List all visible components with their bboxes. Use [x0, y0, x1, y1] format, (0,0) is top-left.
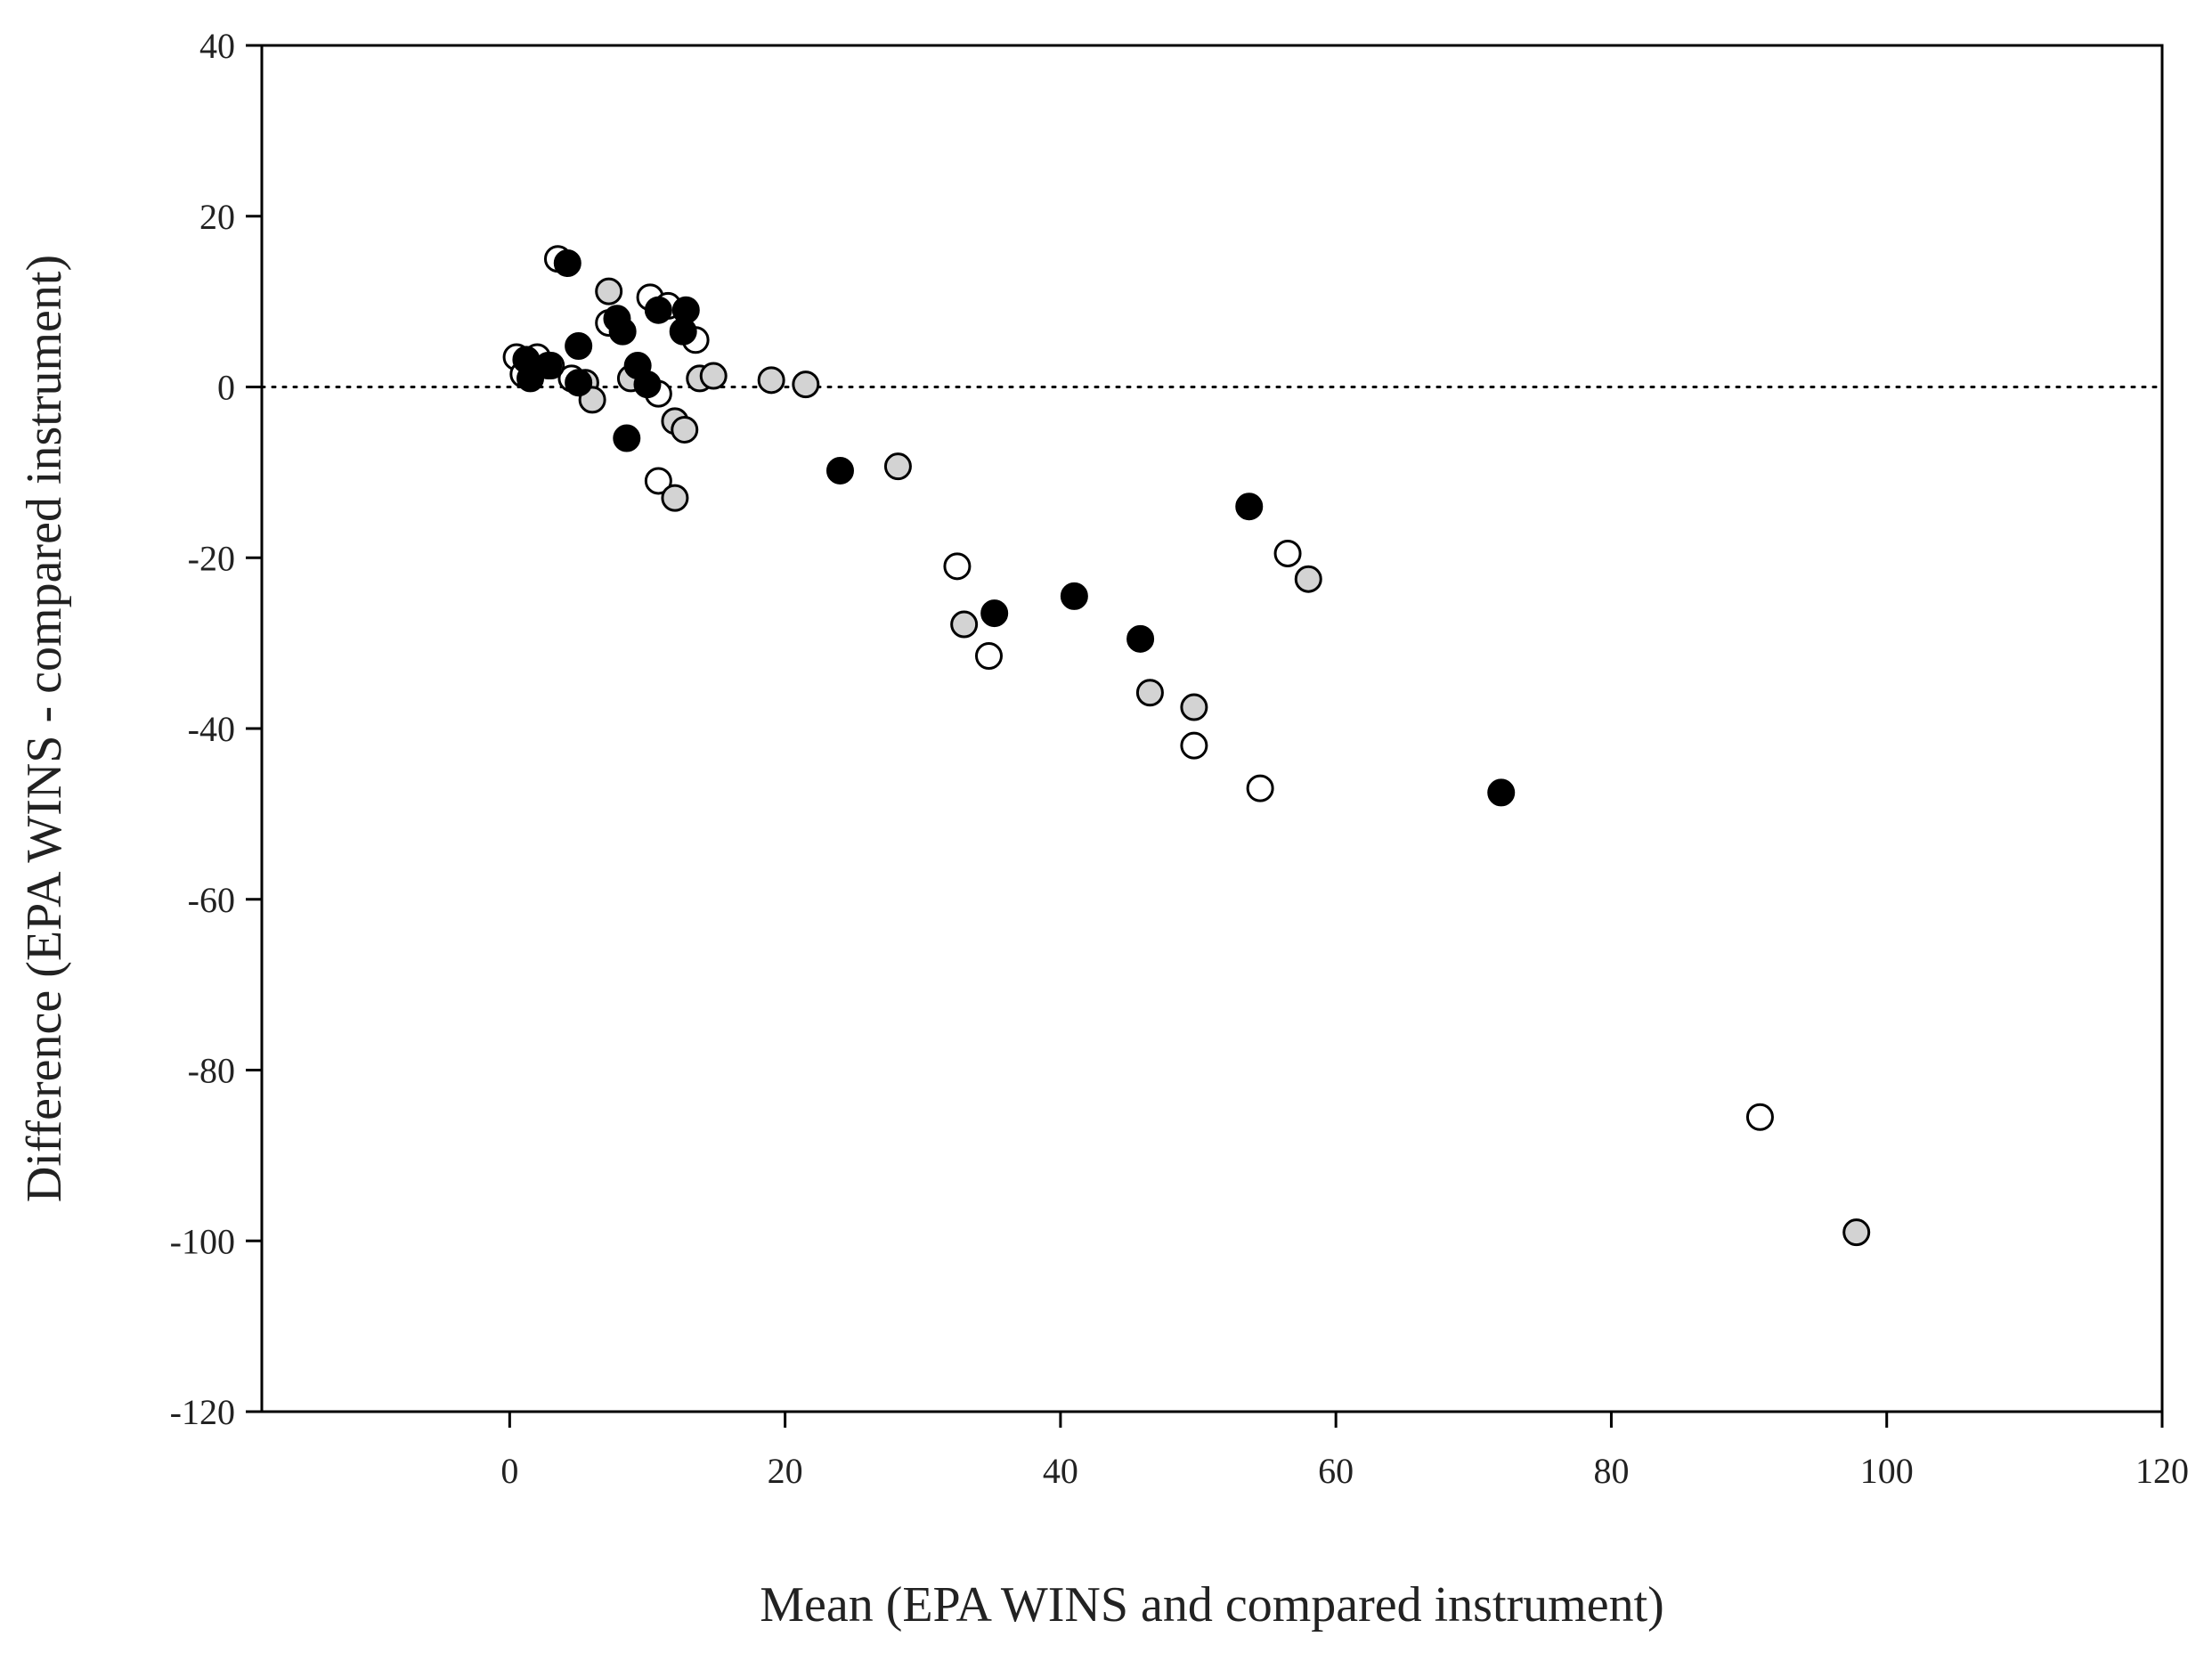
point-gray	[1135, 679, 1164, 707]
point-black	[825, 456, 854, 484]
point-open	[644, 467, 672, 495]
point-black	[565, 369, 593, 397]
x-tick-label: 40	[1043, 1451, 1078, 1491]
point-gray	[792, 370, 820, 399]
point-gray	[883, 452, 912, 481]
point-open	[1745, 1103, 1774, 1131]
point-black	[1487, 778, 1516, 807]
y-tick-label: -20	[188, 538, 235, 578]
point-open	[1180, 731, 1208, 760]
point-black	[1126, 624, 1155, 653]
point-open	[1273, 539, 1302, 567]
point-open	[943, 552, 972, 581]
y-tick-label: 20	[199, 197, 235, 237]
point-black	[644, 296, 672, 324]
y-tick-label: -40	[188, 709, 235, 749]
point-black	[608, 317, 637, 346]
point-gray	[1294, 565, 1322, 593]
x-tick-label: 20	[768, 1451, 803, 1491]
point-gray	[1180, 693, 1208, 721]
point-gray	[950, 610, 979, 639]
y-tick-label: -60	[188, 880, 235, 920]
y-tick-label: 40	[199, 26, 235, 66]
point-gray	[757, 366, 785, 395]
point-black	[1235, 493, 1264, 521]
point-gray	[1842, 1218, 1871, 1247]
point-black	[534, 352, 563, 380]
x-tick-label: 60	[1318, 1451, 1354, 1491]
x-tick-label: 120	[2135, 1451, 2189, 1491]
point-black	[613, 424, 641, 452]
point-black	[1060, 582, 1088, 610]
x-tick-label: 80	[1593, 1451, 1629, 1491]
plot-frame	[260, 44, 2164, 1413]
x-axis-title: Mean (EPA WINS and compared instrument)	[760, 1577, 1664, 1633]
point-black	[669, 317, 697, 346]
point-black	[633, 370, 662, 399]
y-axis-title: Difference (EPA WINS - compared instrume…	[17, 255, 72, 1202]
point-black	[980, 599, 1009, 628]
x-tick-label: 0	[500, 1451, 518, 1491]
point-gray	[661, 484, 689, 512]
point-gray	[595, 277, 623, 305]
point-black	[565, 331, 593, 360]
y-tick-label: -80	[188, 1051, 235, 1091]
point-gray	[671, 415, 699, 444]
y-tick-label: -120	[170, 1392, 235, 1432]
y-tick-label: 0	[217, 368, 235, 408]
x-tick-label: 100	[1860, 1451, 1914, 1491]
point-open	[974, 642, 1003, 671]
point-gray	[699, 362, 728, 390]
point-open	[1246, 774, 1274, 802]
y-tick-label: -100	[170, 1221, 235, 1261]
point-black	[553, 248, 581, 277]
